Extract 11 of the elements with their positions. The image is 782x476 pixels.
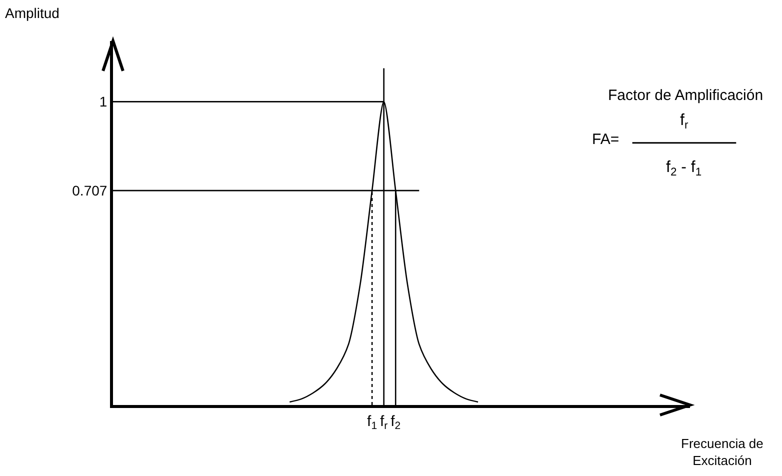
annotation: f$_{2}$ - f$_{1}$ [666, 159, 702, 178]
y-tick-label: 1 [99, 94, 108, 110]
annotation: FA= [592, 131, 620, 148]
x-tick-label: f$_{1}$ [367, 413, 378, 432]
x-tick-label: f$_{2}$ [390, 413, 401, 432]
annotation: Factor de Amplificación [608, 87, 764, 104]
x-tick-label: f$_{r}$ [380, 413, 388, 432]
annotation: f$_{r}$ [680, 112, 688, 132]
y-tick-label: 0.707 [72, 182, 108, 198]
y-axis-title: Amplitud [5, 5, 60, 21]
x-axis-title: Frecuencia de Excitación [681, 436, 764, 468]
